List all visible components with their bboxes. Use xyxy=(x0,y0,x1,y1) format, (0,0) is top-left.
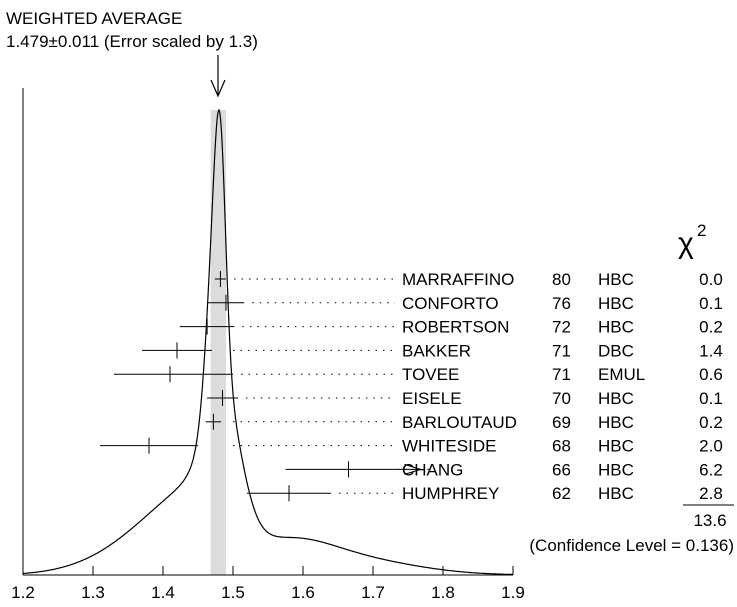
x-tick-label: 1.7 xyxy=(361,583,385,602)
row-name: HUMPHREY xyxy=(402,484,499,503)
row-name: WHITESIDE xyxy=(402,437,496,456)
row-year: 66 xyxy=(552,460,571,479)
row-technique: HBC xyxy=(598,413,634,432)
row-technique: HBC xyxy=(598,437,634,456)
row-technique: EMUL xyxy=(598,365,645,384)
chi2-total: 13.6 xyxy=(693,511,726,530)
row-chi2: 0.1 xyxy=(699,294,723,313)
weighted-average-band xyxy=(210,110,226,575)
row-chi2: 0.6 xyxy=(699,365,723,384)
row-technique: HBC xyxy=(598,389,634,408)
row-name: MARRAFFINO xyxy=(402,270,514,289)
x-tick-label: 1.6 xyxy=(291,583,315,602)
row-year: 62 xyxy=(552,484,571,503)
row-name: CONFORTO xyxy=(402,294,499,313)
row-chi2: 2.8 xyxy=(699,484,723,503)
row-name: TOVEE xyxy=(402,365,459,384)
row-year: 69 xyxy=(552,413,571,432)
row-year: 70 xyxy=(552,389,571,408)
x-tick-label: 1.2 xyxy=(11,583,35,602)
row-technique: HBC xyxy=(598,318,634,337)
x-tick-label: 1.5 xyxy=(221,583,245,602)
row-name: BARLOUTAUD xyxy=(402,413,517,432)
row-technique: HBC xyxy=(598,484,634,503)
row-technique: HBC xyxy=(598,270,634,289)
chart-title: WEIGHTED AVERAGE xyxy=(6,9,182,28)
x-axis-ticks: 1.2 1.3 1.4 1.5 1.6 1.7 1.8 1.9 xyxy=(11,566,525,602)
x-tick-label: 1.9 xyxy=(501,583,525,602)
row-chi2: 0.2 xyxy=(699,318,723,337)
row-year: 71 xyxy=(552,365,571,384)
row-name: EISELE xyxy=(402,389,462,408)
row-chi2: 6.2 xyxy=(699,460,723,479)
row-chi2: 0.2 xyxy=(699,413,723,432)
row-chi2: 0.1 xyxy=(699,389,723,408)
x-tick-label: 1.4 xyxy=(151,583,175,602)
measurements-layer xyxy=(100,271,429,502)
row-year: 80 xyxy=(552,270,571,289)
row-technique: HBC xyxy=(598,460,634,479)
row-technique: DBC xyxy=(598,341,634,360)
row-year: 72 xyxy=(552,318,571,337)
average-arrow xyxy=(210,55,226,98)
row-year: 76 xyxy=(552,294,571,313)
x-tick-label: 1.3 xyxy=(81,583,105,602)
row-chi2: 0.0 xyxy=(699,270,723,289)
row-name: ROBERTSON xyxy=(402,318,509,337)
chi2-superscript: 2 xyxy=(697,221,706,240)
row-year: 71 xyxy=(552,341,571,360)
confidence-level: (Confidence Level = 0.136) xyxy=(529,536,734,555)
chart-subtitle: 1.479±0.011 (Error scaled by 1.3) xyxy=(6,32,258,51)
ideogram-curve xyxy=(23,108,513,576)
x-tick-label: 1.8 xyxy=(431,583,455,602)
row-name: CHANG xyxy=(402,460,463,479)
row-name: BAKKER xyxy=(402,341,471,360)
row-chi2: 1.4 xyxy=(699,341,723,360)
measurement-table: MARRAFFINO 80 HBC 0.0 CONFORTO 76 HBC 0.1 ROBERT… xyxy=(402,270,723,503)
row-chi2: 2.0 xyxy=(699,437,723,456)
row-technique: HBC xyxy=(598,294,634,313)
chi2-symbol: χ xyxy=(678,227,694,260)
row-year: 68 xyxy=(552,437,571,456)
